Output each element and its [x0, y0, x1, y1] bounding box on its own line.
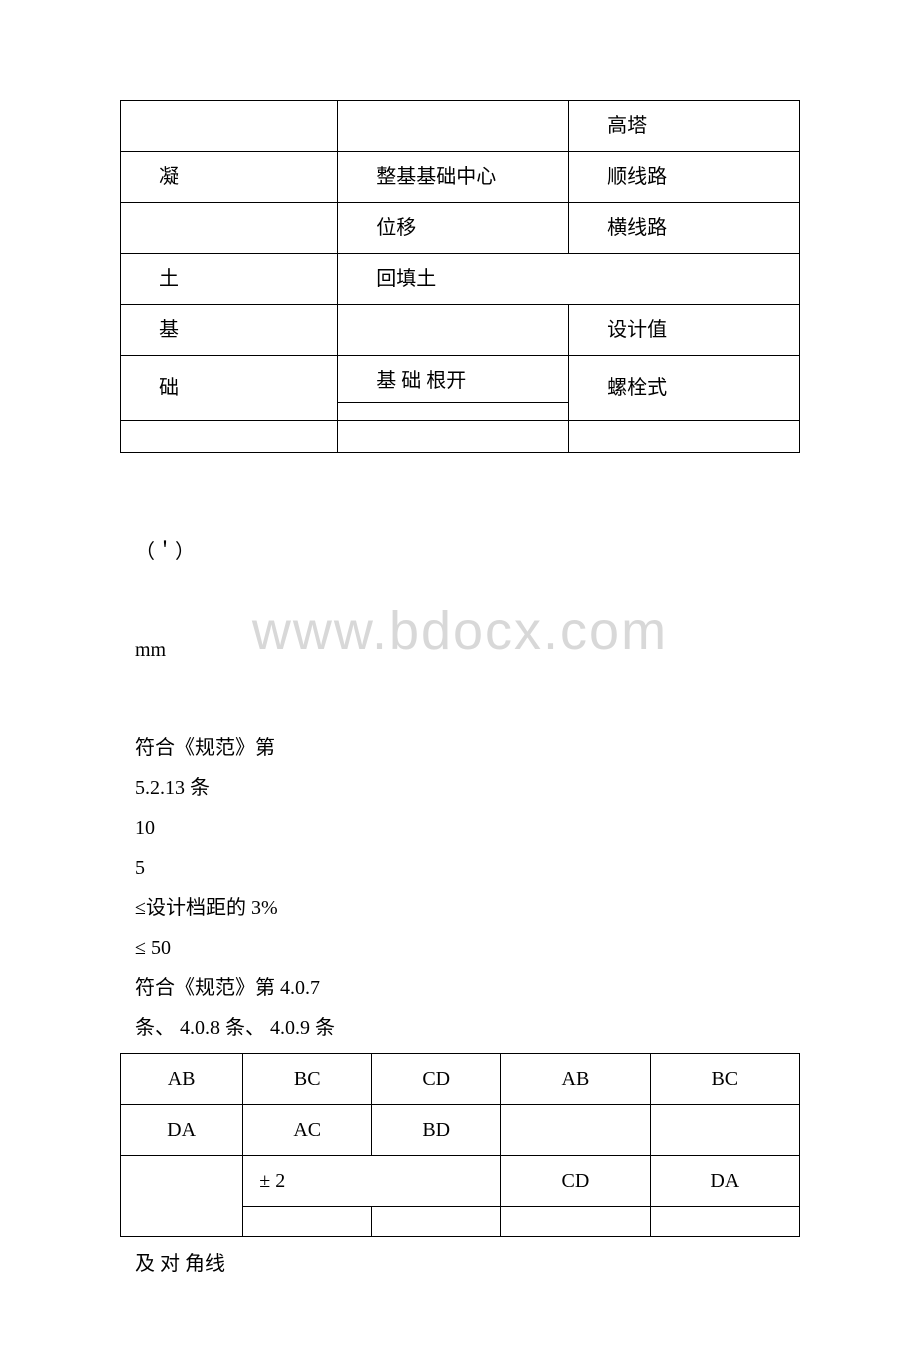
cell: 高塔	[569, 101, 800, 152]
cell	[121, 1156, 243, 1237]
page-content: 高塔 凝 整基基础中心 顺线路 位移 横线路 土 回填土 基 设计值 础 基 础…	[120, 100, 800, 1276]
text-line: （＇）	[135, 533, 800, 571]
cell	[121, 101, 338, 152]
text-line: 及 对 角线	[135, 1247, 800, 1276]
text-line: ≤ 50	[135, 929, 800, 967]
text-after-table: 及 对 角线	[135, 1247, 800, 1276]
cell	[121, 203, 338, 254]
text-block-3: 符合《规范》第 5.2.13 条 10 5 ≤设计档距的 3% ≤ 50 符合《…	[135, 729, 800, 1047]
cell	[372, 1207, 501, 1237]
cell: 顺线路	[569, 152, 800, 203]
table-row	[121, 421, 800, 453]
table-row: 位移 横线路	[121, 203, 800, 254]
text-block-2: mm	[135, 631, 800, 669]
cell: DA	[650, 1156, 799, 1207]
cell: 土	[121, 254, 338, 305]
cell	[650, 1207, 799, 1237]
cell: CD	[501, 1156, 650, 1207]
cell	[338, 305, 569, 356]
text-block-1: （＇）	[135, 533, 800, 571]
cell: 基 础 根开	[338, 356, 569, 403]
text-line: 符合《规范》第 4.0.7	[135, 969, 800, 1007]
cell: DA	[121, 1105, 243, 1156]
cell: BD	[372, 1105, 501, 1156]
table-foundation: 高塔 凝 整基基础中心 顺线路 位移 横线路 土 回填土 基 设计值 础 基 础…	[120, 100, 800, 453]
table-row: DA AC BD	[121, 1105, 800, 1156]
cell	[338, 101, 569, 152]
cell: 位移	[338, 203, 569, 254]
cell: 横线路	[569, 203, 800, 254]
cell: 回填土	[338, 254, 800, 305]
table-measurements: AB BC CD AB BC DA AC BD ± 2 CD DA	[120, 1053, 800, 1237]
text-line: mm	[135, 631, 800, 669]
cell: AC	[243, 1105, 372, 1156]
cell	[650, 1105, 799, 1156]
cell	[121, 421, 338, 453]
cell: CD	[372, 1054, 501, 1105]
cell	[501, 1207, 650, 1237]
cell: 整基基础中心	[338, 152, 569, 203]
cell	[338, 403, 569, 421]
text-line: 5	[135, 849, 800, 887]
table-row: 基 设计值	[121, 305, 800, 356]
cell: 设计值	[569, 305, 800, 356]
table-row: 高塔	[121, 101, 800, 152]
table-row: AB BC CD AB BC	[121, 1054, 800, 1105]
cell	[338, 421, 569, 453]
table-row: 土 回填土	[121, 254, 800, 305]
text-line: ≤设计档距的 3%	[135, 889, 800, 927]
cell: 础	[121, 356, 338, 421]
table-row: ± 2 CD DA	[121, 1156, 800, 1207]
cell	[243, 1207, 372, 1237]
text-line: 10	[135, 809, 800, 847]
cell: BC	[243, 1054, 372, 1105]
cell: BC	[650, 1054, 799, 1105]
cell	[501, 1105, 650, 1156]
cell: ± 2	[243, 1156, 501, 1207]
table-row: 础 基 础 根开 螺栓式	[121, 356, 800, 403]
text-line: 5.2.13 条	[135, 769, 800, 807]
cell: AB	[501, 1054, 650, 1105]
text-line: 符合《规范》第	[135, 729, 800, 767]
cell: AB	[121, 1054, 243, 1105]
table-row: 凝 整基基础中心 顺线路	[121, 152, 800, 203]
text-line: 条、 4.0.8 条、 4.0.9 条	[135, 1009, 800, 1047]
cell	[569, 421, 800, 453]
cell: 螺栓式	[569, 356, 800, 421]
cell: 凝	[121, 152, 338, 203]
cell: 基	[121, 305, 338, 356]
